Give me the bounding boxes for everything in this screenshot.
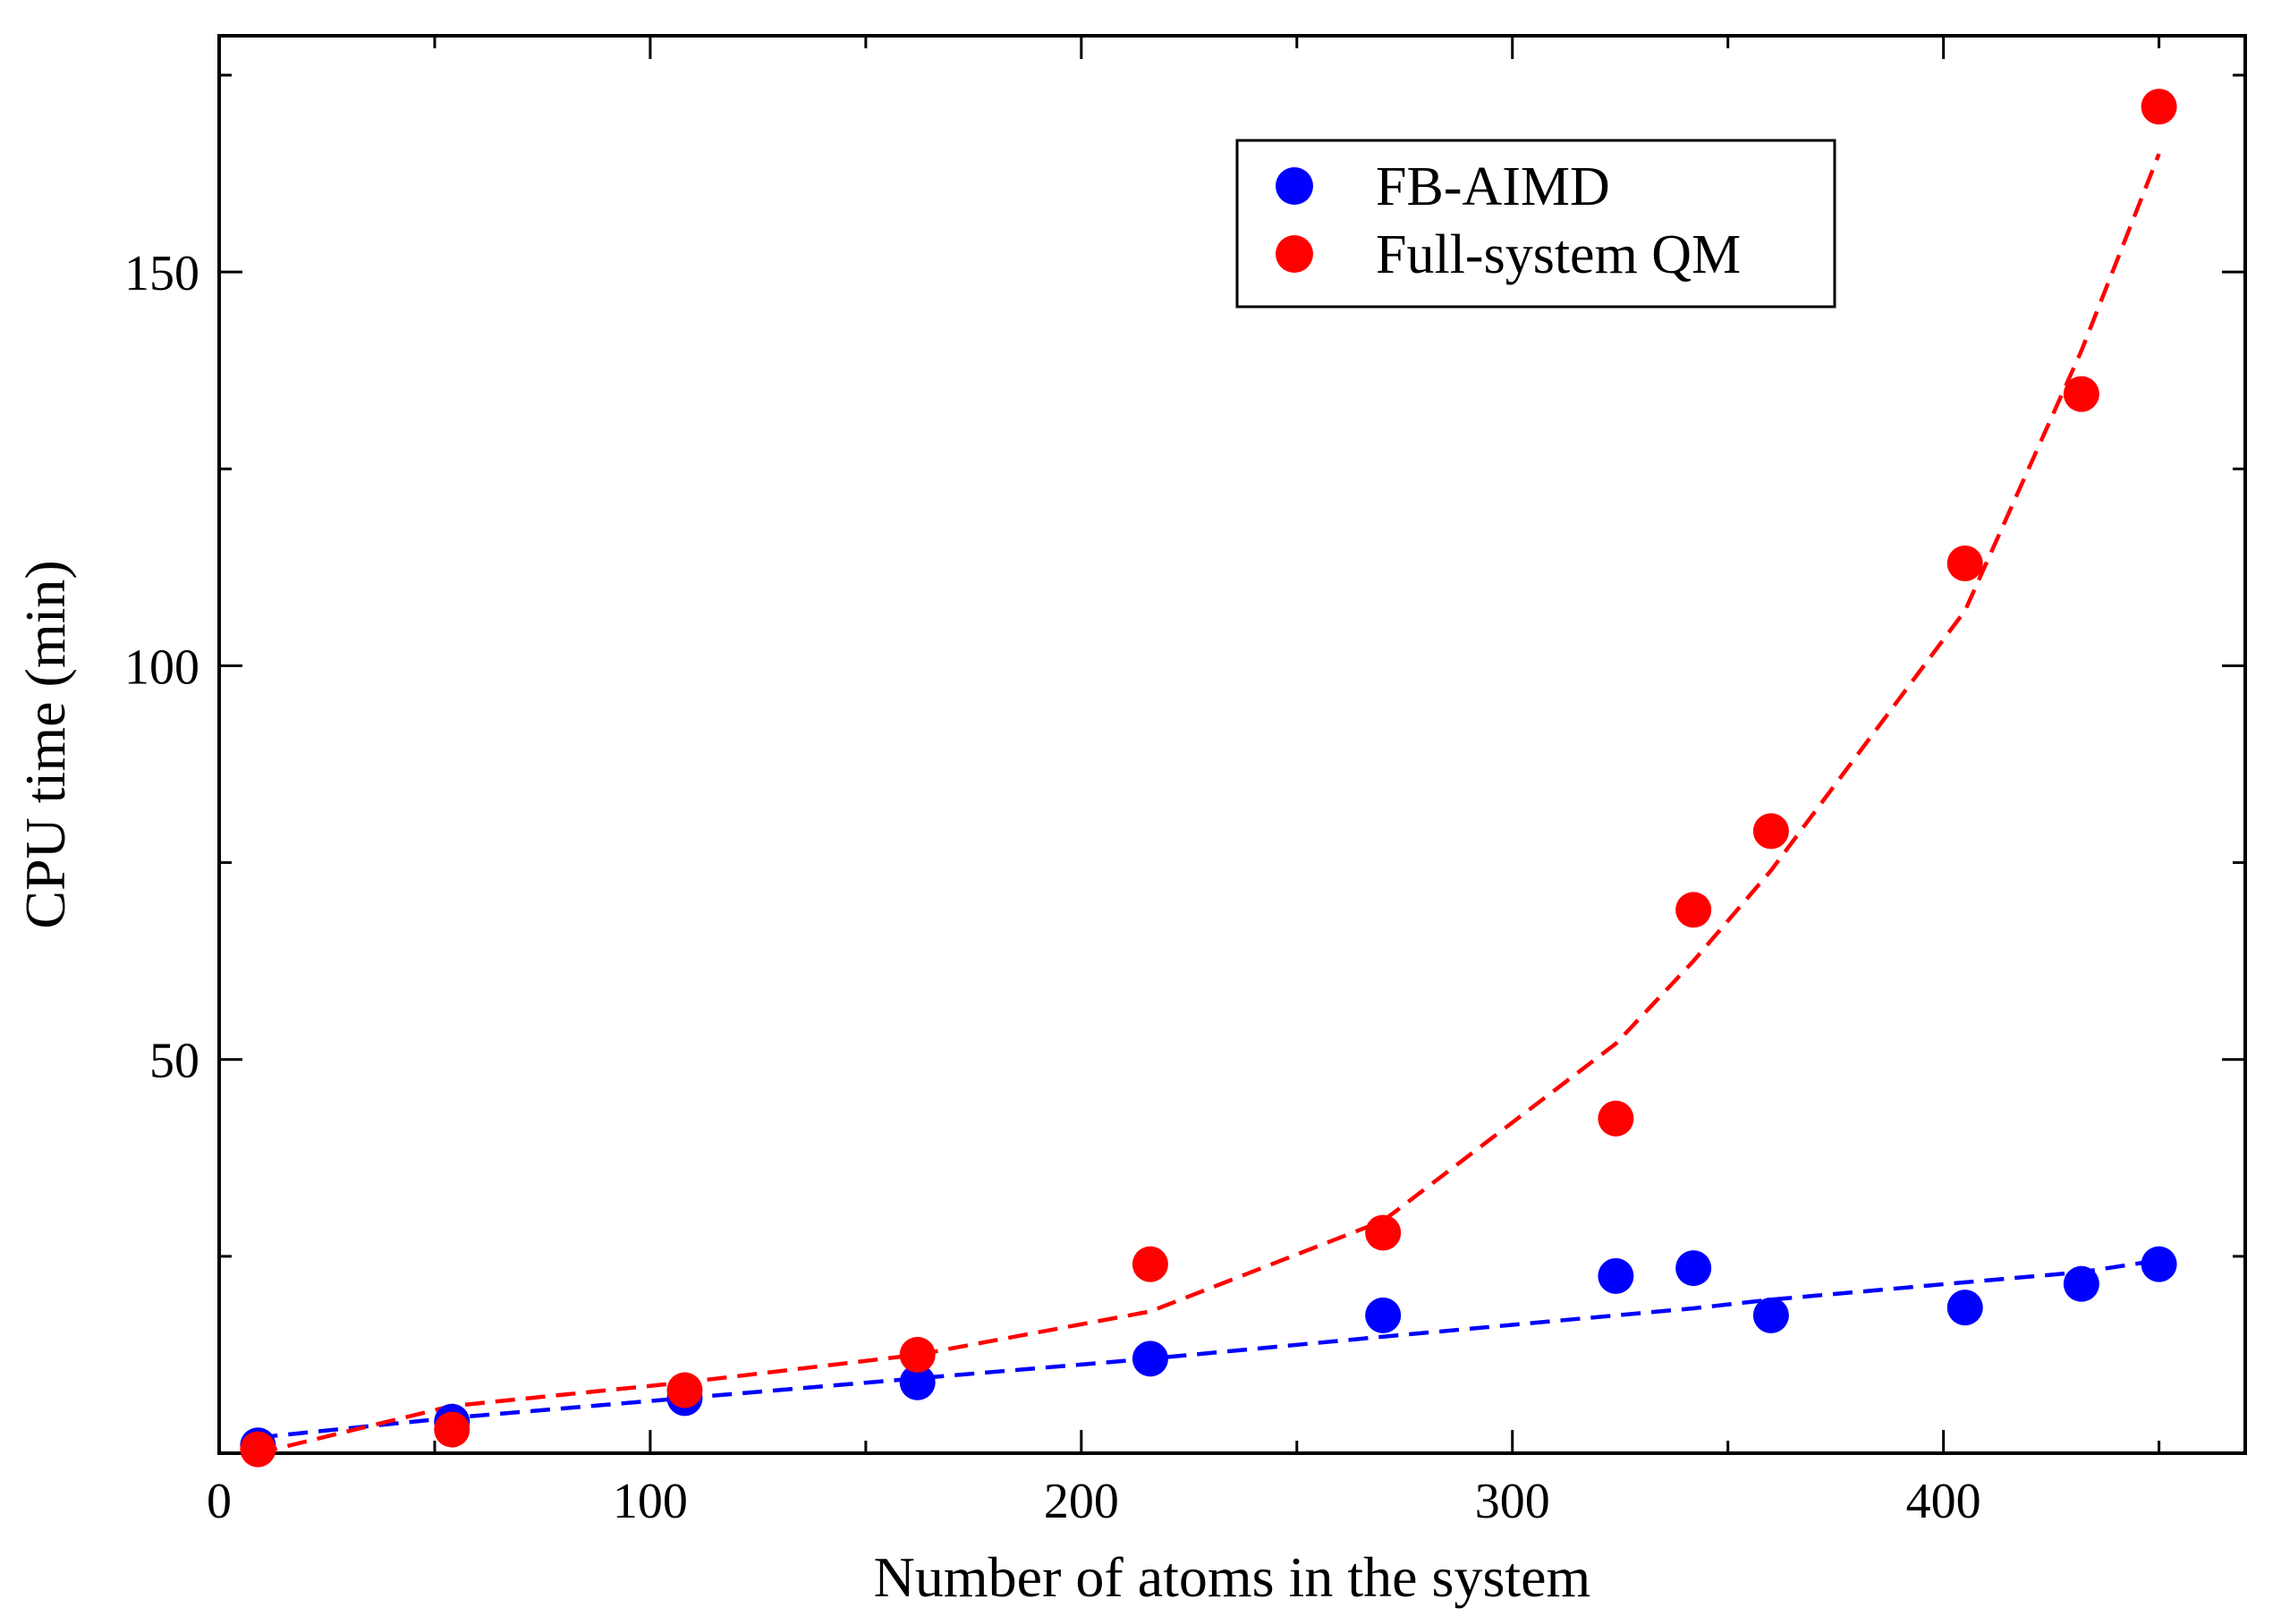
data-point-full-system-qm	[1365, 1214, 1402, 1251]
data-point-fb-aimd	[1598, 1257, 1634, 1294]
plot-frame	[217, 34, 2247, 1455]
data-point-fb-aimd	[2063, 1265, 2099, 1302]
legend-label-fb-aimd: FB-AIMD	[1376, 156, 1610, 217]
data-point-full-system-qm	[1946, 545, 1983, 581]
x-tick-label: 200	[1044, 1474, 1119, 1529]
fit-line-full-system-qm	[257, 153, 2161, 1456]
data-point-full-system-qm	[2141, 89, 2177, 125]
data-point-fb-aimd	[1365, 1297, 1402, 1333]
data-point-fb-aimd	[2141, 1246, 2177, 1282]
data-point-fb-aimd	[1946, 1290, 1983, 1326]
data-point-full-system-qm	[434, 1411, 471, 1448]
data-point-fb-aimd	[1675, 1250, 1712, 1287]
data-point-full-system-qm	[240, 1431, 276, 1468]
x-tick-label: 300	[1475, 1474, 1550, 1529]
data-point-full-system-qm	[666, 1372, 703, 1408]
data-point-full-system-qm	[1752, 813, 1789, 850]
y-tick-label: 50	[149, 1034, 199, 1089]
data-point-fb-aimd	[1132, 1341, 1168, 1377]
data-points	[240, 89, 2177, 1468]
y-tick-label: 150	[124, 246, 199, 301]
legend-marker-fb-aimd	[1276, 167, 1313, 205]
fit-lines	[257, 153, 2161, 1456]
data-point-fb-aimd	[1752, 1297, 1789, 1333]
x-tick-label: 0	[207, 1474, 232, 1529]
legend: FB-AIMD Full-system QM	[1235, 139, 1836, 309]
y-axis-title: CPU time (min)	[13, 560, 77, 928]
data-point-full-system-qm	[1675, 892, 1712, 928]
data-point-full-system-qm	[2063, 376, 2099, 412]
x-tick-label: 400	[1906, 1474, 1981, 1529]
y-tick-label: 100	[124, 639, 199, 695]
legend-label-full-system-qm: Full-system QM	[1376, 224, 1741, 285]
fit-line-fb-aimd	[258, 1258, 2159, 1440]
data-point-fb-aimd	[899, 1364, 936, 1400]
legend-marker-full-system-qm	[1276, 235, 1313, 273]
legend-box	[1235, 139, 1836, 309]
data-point-full-system-qm	[1132, 1246, 1168, 1282]
x-tick-label: 100	[613, 1474, 688, 1529]
data-point-full-system-qm	[1598, 1100, 1634, 1137]
data-point-full-system-qm	[899, 1336, 936, 1373]
tick-labels: 0 100 200 300 400 50 100 150	[124, 246, 1981, 1529]
axis-ticks	[217, 36, 2245, 1453]
x-axis-title: Number of atoms in the system	[874, 1545, 1591, 1609]
